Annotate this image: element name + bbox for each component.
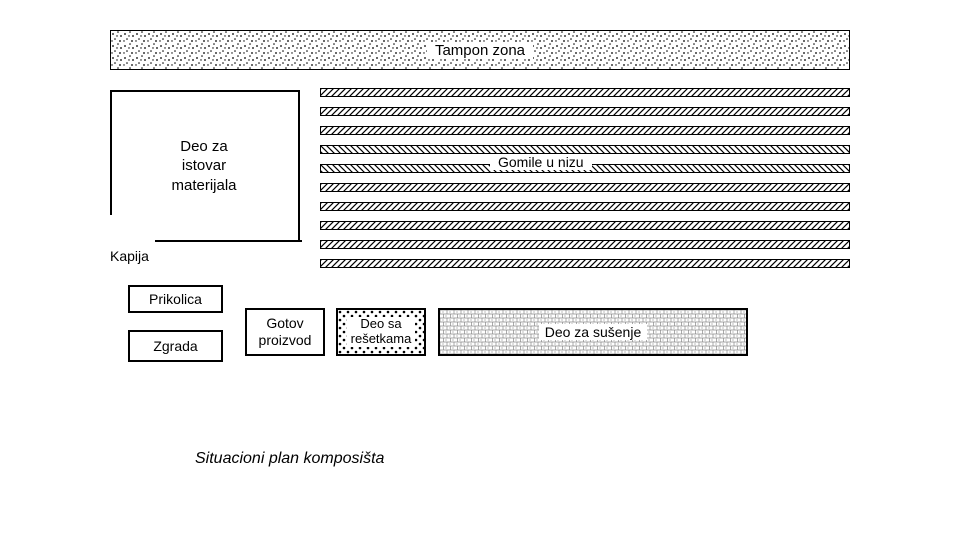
pile-row: [320, 107, 850, 116]
gotov-label: Gotov proizvod: [259, 315, 312, 349]
pile-row: [320, 126, 850, 135]
unload-bottom-border: [155, 240, 302, 242]
rows-label: Gomile u nizu: [490, 154, 592, 170]
pile-row: [320, 240, 850, 249]
unload-area: Deo za istovar materijala: [110, 90, 300, 240]
pile-row: [320, 145, 850, 154]
pile-row: [320, 183, 850, 192]
prikolica-label: Prikolica: [149, 291, 202, 308]
pile-row: [320, 259, 850, 268]
resetkama-label: Deo sa rešetkama: [347, 317, 416, 347]
susenje-box: Deo za sušenje: [438, 308, 748, 356]
susenje-label: Deo za sušenje: [539, 324, 648, 340]
caption: Situacioni plan komposišta: [195, 450, 384, 468]
prikolica-box: Prikolica: [128, 285, 223, 313]
tampon-label: Tampon zona: [427, 42, 533, 59]
pile-row: [320, 221, 850, 230]
tampon-zone: Tampon zona: [110, 30, 850, 70]
pile-row: [320, 202, 850, 211]
zgrada-box: Zgrada: [128, 330, 223, 362]
resetkama-box: Deo sa rešetkama: [336, 308, 426, 356]
zgrada-label: Zgrada: [153, 338, 197, 355]
pile-rows: [320, 88, 850, 278]
kapija-label: Kapija: [110, 248, 149, 264]
diagram-canvas: Tampon zona Deo za istovar materijala Ka…: [110, 30, 850, 430]
unload-label: Deo za istovar materijala: [171, 137, 236, 196]
gotov-box: Gotov proizvod: [245, 308, 325, 356]
pile-row: [320, 88, 850, 97]
